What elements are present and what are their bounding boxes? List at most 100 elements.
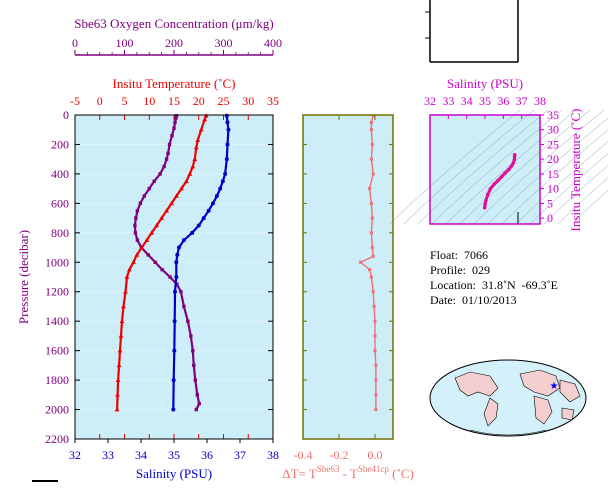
- ts-temp-tick-label: 15: [547, 167, 559, 181]
- ts-salinity-title: Salinity (PSU): [447, 76, 523, 91]
- ts-point: [485, 192, 490, 197]
- oxygen-point: [167, 142, 172, 147]
- pressure-tick-label: 800: [51, 226, 69, 240]
- temperature-point: [139, 244, 145, 250]
- oxygen-point: [153, 260, 157, 264]
- delta-point: [369, 120, 373, 124]
- temperature-tick-label: 10: [143, 94, 155, 108]
- delta-point: [371, 290, 375, 294]
- delta-point: [370, 216, 374, 220]
- salinity-point: [196, 223, 201, 228]
- salinity-tick-label: 34: [135, 448, 147, 462]
- salinity-axis-title: Salinity (PSU): [136, 466, 212, 481]
- temperature-axis-title: Insitu Temperature (˚C): [112, 76, 235, 91]
- ts-series: [482, 152, 517, 210]
- ts-point: [511, 160, 516, 165]
- oxygen-point: [138, 201, 143, 206]
- delta-point: [371, 254, 375, 258]
- oxygen-point: [193, 378, 197, 382]
- salinity-point: [172, 319, 177, 324]
- density-contour: [473, 109, 605, 225]
- salinity-point: [224, 113, 229, 118]
- delta-label-prefix: ΔT= T: [282, 466, 317, 481]
- delta-point: [369, 201, 373, 205]
- salinity-point: [201, 216, 206, 221]
- temperature-point: [195, 137, 201, 142]
- salinity-axis: 32 33 34 35 36 37 38 Salinity (PSU): [69, 439, 279, 481]
- temperature-point: [169, 200, 174, 206]
- oxygen-point: [172, 126, 176, 130]
- oxygen-point: [194, 407, 198, 412]
- ts-point: [509, 164, 514, 168]
- ts-temperature-title: Insitu Temperature (˚C): [568, 108, 583, 231]
- salinity-point: [172, 289, 177, 294]
- density-contour: [445, 109, 577, 225]
- temperature-tick-label: 30: [242, 94, 254, 108]
- profile-series: [114, 113, 231, 412]
- oxygen-point: [133, 223, 137, 228]
- temperature-point: [144, 237, 150, 242]
- oxygen-point: [192, 363, 196, 368]
- temperature-point: [149, 230, 155, 235]
- ts-temp-tick-label: 35: [547, 108, 559, 122]
- delta-tick-label: -0.4: [294, 448, 313, 462]
- salinity-point: [181, 238, 186, 243]
- salinity-tick-label: 35: [168, 448, 180, 462]
- delta-point: [369, 275, 373, 279]
- pressure-axis-title: Pressure (decibar): [16, 230, 31, 324]
- oxygen-point: [166, 151, 170, 155]
- oxygen-point: [195, 393, 199, 397]
- density-contour: [459, 109, 591, 225]
- temperature-point: [114, 406, 120, 412]
- oxygen-axis-title: Sbe63 Oxygen Concentration (μm/kg): [74, 16, 273, 31]
- delta-point: [373, 349, 377, 353]
- oxygen-point: [142, 194, 146, 198]
- oxygen-point: [189, 334, 193, 338]
- temperature-point: [193, 144, 199, 150]
- delta-series: [359, 114, 378, 412]
- delta-label-sup2: Sbe41cp: [358, 464, 389, 474]
- oxygen-point: [182, 304, 186, 309]
- temperature-point: [187, 171, 193, 176]
- delta-label-mid: - T: [339, 466, 358, 481]
- ts-point: [484, 198, 488, 203]
- temperature-point: [202, 116, 208, 122]
- delta-point: [369, 157, 373, 161]
- oxygen-tick-label: 100: [116, 36, 134, 50]
- oxygen-point: [134, 216, 138, 220]
- density-contour: [515, 141, 608, 225]
- world-map: ★: [429, 359, 587, 437]
- salinity-point: [223, 171, 228, 176]
- delta-label-suffix: (˚C): [389, 466, 414, 481]
- pressure-tick-label: 1000: [45, 255, 69, 269]
- temperature-point: [115, 392, 120, 397]
- temperature-point: [131, 259, 136, 265]
- delta-line: [359, 115, 377, 410]
- oxygen-point: [158, 172, 162, 176]
- density-contour: [501, 129, 608, 225]
- oxygen-point: [147, 186, 151, 191]
- oxygen-point: [168, 275, 172, 279]
- density-contour: [431, 109, 563, 225]
- delta-point: [368, 187, 372, 191]
- oxygen-tick-label: 400: [264, 36, 282, 50]
- oxygen-point: [175, 282, 179, 287]
- oxygen-point: [186, 319, 190, 323]
- ts-point: [488, 186, 493, 191]
- salinity-point: [225, 120, 230, 125]
- salinity-point: [206, 208, 211, 213]
- delta-point: [372, 304, 376, 308]
- delta-panel-border: [302, 114, 394, 440]
- oxygen-point: [191, 348, 195, 353]
- oxygen-point: [174, 114, 179, 118]
- temperature-point: [124, 274, 130, 279]
- temperature-point: [159, 215, 165, 220]
- oxygen-point: [173, 120, 177, 125]
- ts-salinity-tick-label: 33: [442, 94, 454, 108]
- ts-point: [503, 171, 507, 175]
- delta-point: [369, 128, 373, 132]
- ts-temp-tick-label: 10: [547, 182, 559, 196]
- temperature-point: [183, 178, 189, 184]
- delta-axis: -0.4 -0.2 0.0: [294, 114, 393, 462]
